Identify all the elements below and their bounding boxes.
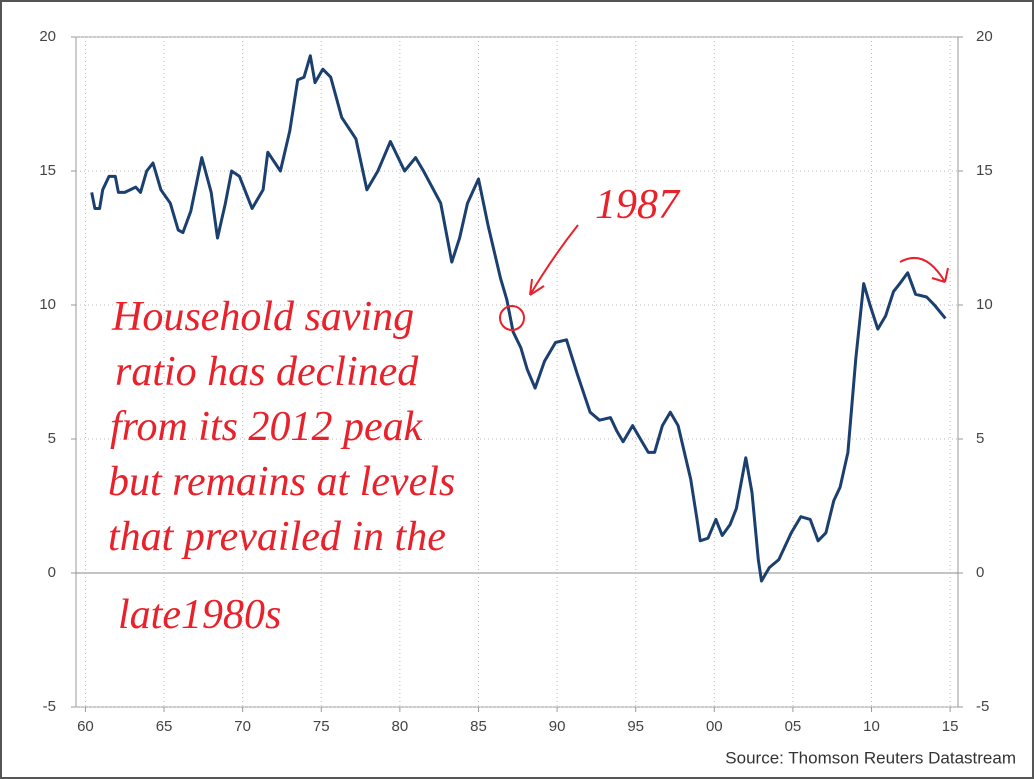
y2-tick-label: 5 (976, 430, 984, 447)
annotation: that prevailed in the (108, 514, 446, 560)
y2-tick-label: -5 (976, 698, 989, 715)
line-series (90, 54, 947, 583)
y-tick-label: -5 (43, 698, 56, 715)
x-tick-label: 65 (156, 718, 173, 735)
y2-tick-label: 20 (976, 28, 993, 45)
x-tick-label: 05 (785, 718, 802, 735)
x-tick-label: 75 (313, 718, 330, 735)
y2-tick-label: 10 (976, 296, 993, 313)
annotation: Household saving (111, 294, 414, 340)
arrow-annotation (529, 224, 579, 296)
circle-annotation (499, 305, 525, 331)
annotation: 1987 (595, 182, 681, 228)
y-tick-label: 5 (48, 430, 56, 447)
annotation: from its 2012 peak (110, 404, 424, 450)
y-tick-label: 15 (39, 162, 56, 179)
x-tick-label: 70 (234, 718, 251, 735)
y-tick-label: 0 (48, 564, 56, 581)
y2-tick-label: 15 (976, 162, 993, 179)
y-tick-label: 10 (39, 296, 56, 313)
arrow-annotation (899, 257, 949, 283)
x-tick-label: 95 (627, 718, 644, 735)
y-tick-label: 20 (39, 28, 56, 45)
x-tick-label: 60 (77, 718, 94, 735)
y2-tick-label: 0 (976, 564, 984, 581)
x-tick-label: 90 (549, 718, 566, 735)
annotation: but remains at levels (108, 459, 455, 505)
x-tick-label: 00 (706, 718, 723, 735)
x-tick-label: 10 (863, 718, 880, 735)
source: Source: Thomson Reuters Datastream (725, 748, 1016, 767)
x-tick-label: 85 (470, 718, 487, 735)
annotation: ratio has declined (115, 349, 419, 395)
x-tick-label: 80 (392, 718, 409, 735)
annotation: late1980s (118, 592, 281, 638)
x-tick-label: 15 (942, 718, 959, 735)
